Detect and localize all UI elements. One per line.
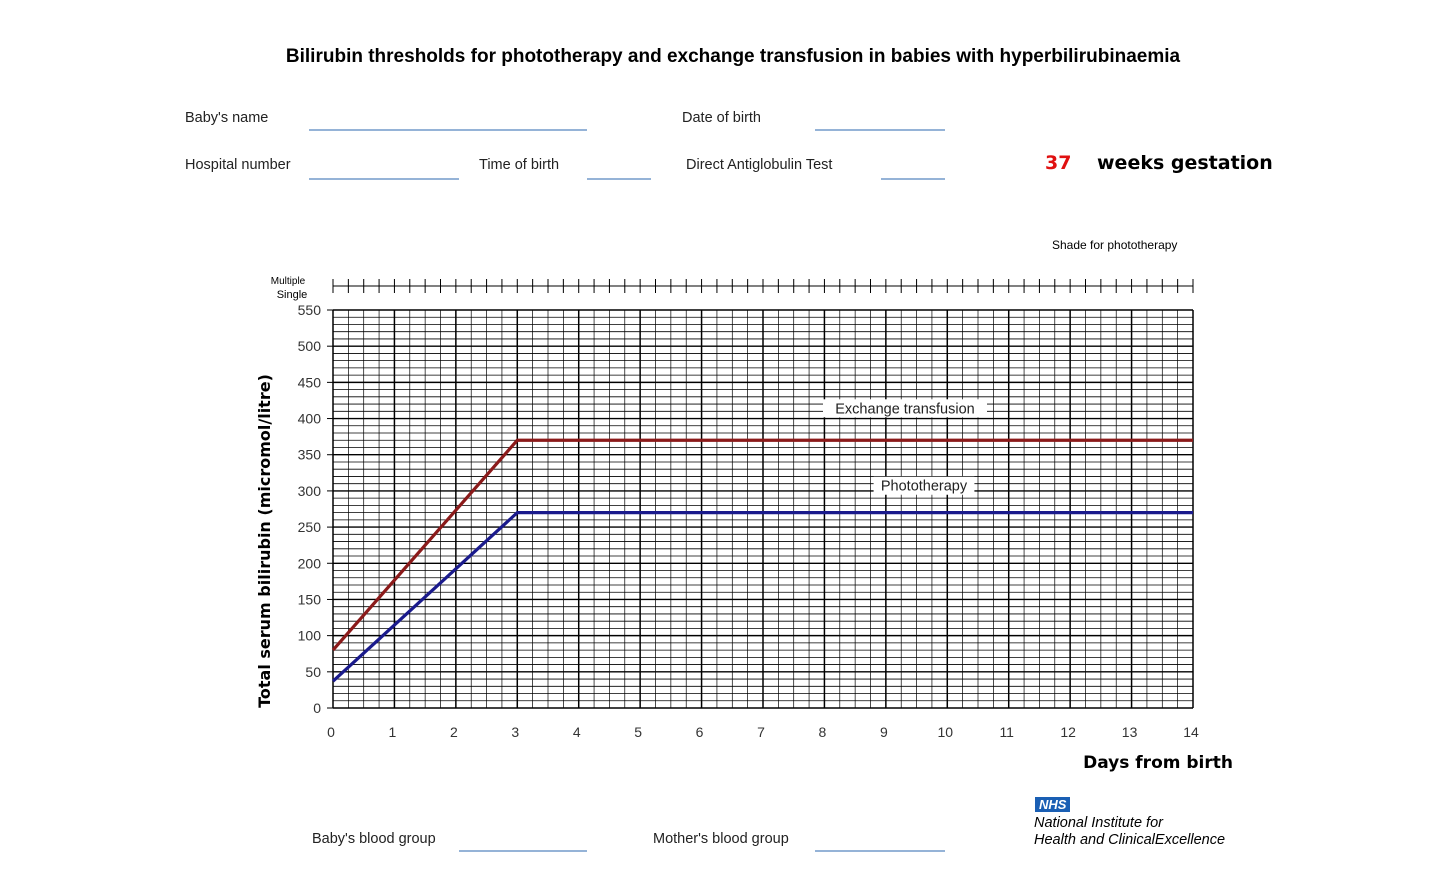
x-tick-label: 12 — [1060, 724, 1076, 740]
x-tick-label: 9 — [880, 724, 888, 740]
x-tick-label: 2 — [450, 724, 458, 740]
x-tick-label: 13 — [1122, 724, 1138, 740]
y-tick-label: 150 — [298, 591, 322, 607]
exchange-transfusion-label: Exchange transfusion — [835, 401, 974, 417]
date-of-birth-label: Date of birth — [682, 110, 761, 126]
phototherapy-label: Phototherapy — [881, 479, 968, 495]
babys-name-field[interactable] — [309, 129, 587, 131]
strip-label-multiple: Multiple — [271, 276, 306, 287]
x-tick-label: 3 — [511, 724, 519, 740]
phototherapy-label-bg — [873, 476, 975, 495]
nhs-logo: NHS — [1035, 797, 1071, 812]
x-tick-label: 7 — [757, 724, 765, 740]
y-tick-label: 400 — [298, 411, 322, 427]
page-title: Bilirubin thresholds for phototherapy an… — [285, 46, 1181, 67]
y-tick-label: 450 — [298, 374, 322, 390]
babys-blood-group-field[interactable] — [459, 850, 587, 852]
date-of-birth-field[interactable] — [815, 129, 945, 131]
shade-for-phototherapy-label: Shade for phototherapy — [1052, 238, 1178, 252]
babys-blood-group-label: Baby's blood group — [312, 831, 436, 847]
x-tick-label: 4 — [573, 724, 581, 740]
y-tick-label: 300 — [298, 483, 322, 499]
x-tick-label: 5 — [634, 724, 642, 740]
series-labels: Exchange transfusion Phototherapy — [823, 399, 987, 495]
x-tick-label: 6 — [696, 724, 704, 740]
time-of-birth-label: Time of birth — [479, 157, 560, 173]
hospital-number-label: Hospital number — [185, 157, 291, 173]
x-tick-label: 10 — [937, 724, 953, 740]
y-tick-label: 50 — [305, 664, 321, 680]
x-tick-label: 1 — [389, 724, 397, 740]
x-tick-label: 0 — [327, 724, 335, 740]
y-tick-label: 500 — [298, 338, 322, 354]
y-tick-label: 550 — [298, 302, 322, 318]
x-tick-label: 14 — [1183, 724, 1199, 740]
dat-label: Direct Antiglobulin Test — [686, 157, 833, 173]
exchange-transfusion-line — [331, 438, 1193, 652]
mothers-blood-group-field[interactable] — [815, 850, 945, 852]
y-axis-label: Total serum bilirubin (micromol/litre) — [255, 374, 274, 708]
strip-label-single: Single — [277, 289, 308, 301]
gestation-label: weeks gestation — [1097, 152, 1273, 174]
exchange-transfusion-label-bg — [823, 399, 987, 418]
y-tick-label: 250 — [298, 519, 322, 535]
time-of-birth-field[interactable] — [587, 178, 651, 180]
y-axis-ticks: 0 50 100 150 200 250 300 350 400 450 500 550 — [298, 302, 333, 716]
babys-name-label: Baby's name — [185, 110, 269, 126]
phototherapy-line — [331, 511, 1193, 683]
org-name-line2: Health and ClinicalExcellence — [1034, 832, 1226, 848]
x-tick-label: 8 — [819, 724, 827, 740]
x-axis-ticks: 0 1 2 3 4 5 6 7 8 9 10 11 12 13 14 — [327, 724, 1199, 740]
gestation-weeks-value: 37 — [1045, 152, 1072, 174]
y-tick-label: 200 — [298, 555, 322, 571]
x-tick-label: 11 — [999, 724, 1014, 740]
dat-field[interactable] — [881, 178, 945, 180]
y-tick-label: 0 — [313, 700, 321, 716]
threshold-lines — [331, 438, 1193, 683]
multiple-single-strip — [332, 279, 1194, 293]
y-tick-label: 350 — [298, 447, 322, 463]
org-name-line1: National Institute for — [1034, 815, 1163, 831]
hospital-number-field[interactable] — [309, 178, 459, 180]
chart-grid — [332, 309, 1194, 709]
y-tick-label: 100 — [298, 628, 322, 644]
x-axis-label: Days from birth — [1083, 753, 1233, 773]
mothers-blood-group-label: Mother's blood group — [653, 831, 789, 847]
